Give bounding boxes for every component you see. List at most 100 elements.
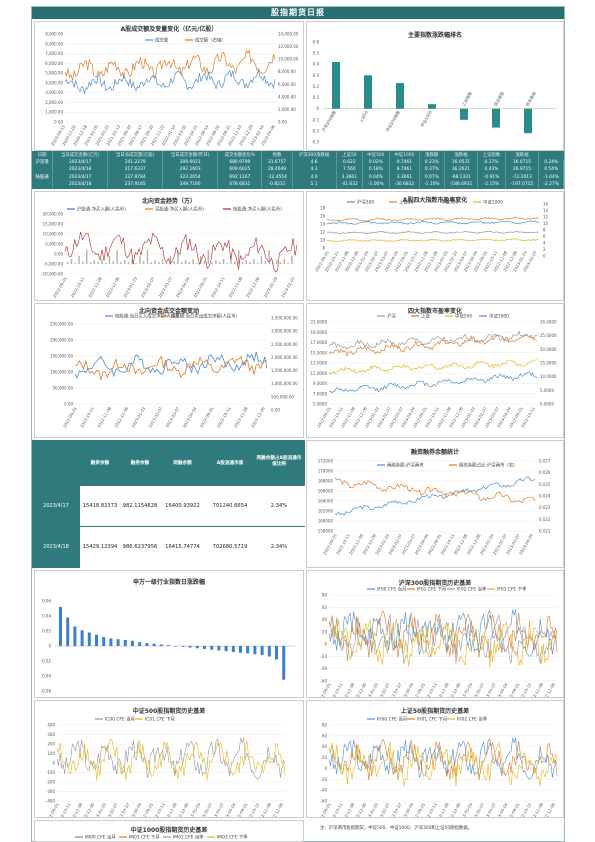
valuation-title: A股四大指数市盈率变化 bbox=[402, 197, 468, 204]
y-tick-right: 0.022 bbox=[539, 517, 551, 522]
north-bar bbox=[146, 250, 149, 264]
table-cell: 0.23% bbox=[419, 158, 445, 166]
y-tick: -60 bbox=[320, 679, 327, 684]
y-tick: 400 bbox=[47, 723, 55, 728]
rank-bar bbox=[396, 83, 404, 109]
legend-label: 深股通:净买入额(人民币) bbox=[155, 206, 204, 213]
table-cell: 0.18% bbox=[362, 166, 390, 174]
legend-label: 沪股通:净买入额(人民币) bbox=[77, 206, 126, 213]
industry-bar bbox=[102, 637, 106, 646]
table-cell: 8.7461 bbox=[389, 166, 421, 174]
category-label: 沪深300指数 bbox=[320, 109, 337, 132]
y-tick-left: 200,000.00 bbox=[50, 338, 73, 343]
table-header-cell: 涨跌幅 bbox=[505, 151, 540, 159]
table-header-cell: 日期 bbox=[32, 151, 54, 159]
table-cell: 28.4649 bbox=[261, 166, 293, 174]
north-bar bbox=[135, 263, 137, 264]
industry-bar bbox=[95, 634, 98, 646]
category-label: 中证500指数 bbox=[384, 109, 401, 132]
industry-bar bbox=[246, 646, 250, 654]
legend-label: 陆股通:净买入额(人民币) bbox=[233, 206, 282, 213]
y-tick: 0 bbox=[316, 106, 319, 111]
ih-basis-svg: 80 60 40 20 0 -20 -40 -60 IH00.CFE 当月 IH01.CFE 下月… bbox=[316, 716, 558, 817]
val-line-2 bbox=[326, 220, 540, 225]
table-row: 2023/4/18 237.9165 349.7166 678.6831 -0.8231… bbox=[32, 181, 564, 189]
margin-table: 融资余额 融券余额 两融余额 A股流通市值 两融余额占A股流通市值比例 2023… bbox=[32, 440, 305, 568]
turnover-amount-line bbox=[64, 49, 276, 81]
industry-bar bbox=[239, 646, 242, 653]
pe-line-1 bbox=[328, 330, 537, 350]
industry-bar bbox=[231, 646, 235, 652]
x-tick: 2022-10-11 bbox=[210, 276, 226, 299]
x-tick: 2022-09-01 bbox=[316, 682, 332, 698]
table-cell: 0.7461 bbox=[389, 158, 421, 166]
table-cell: 陆股通 bbox=[32, 173, 54, 181]
y-tick-right: 0.027 bbox=[539, 459, 551, 464]
pe-title: 四大指数市盈率变化 bbox=[407, 308, 462, 315]
rank-bar bbox=[364, 75, 372, 109]
y-tick-left: 10 bbox=[320, 238, 326, 243]
margin-table-header: 融资余额 融券余额 两融余额 A股流通市值 两融余额占A股流通市值比例 bbox=[80, 440, 305, 486]
y-tick-left: 9.0000 bbox=[313, 381, 327, 386]
y-tick: 200 bbox=[47, 742, 55, 747]
margin-header-3: 两融余额 bbox=[173, 461, 192, 466]
north-bar bbox=[116, 250, 118, 264]
table-cell: 0.54% bbox=[538, 166, 564, 174]
turnover-title: A股成交额及变量变化（亿元/亿股） bbox=[120, 26, 218, 33]
x-tick: 2022-12-06 bbox=[105, 276, 121, 299]
north-bar bbox=[108, 256, 111, 264]
legend-label: IH01.CFE 下月 bbox=[417, 717, 447, 723]
category-label: 创业板指 bbox=[524, 90, 537, 107]
y-tick-right: 6,000.00 bbox=[278, 82, 296, 87]
table-header-cell: 涨跌幅 bbox=[444, 151, 479, 159]
y-tick-right: 3,500,000.00 bbox=[271, 316, 298, 321]
y-tick: -0.06 bbox=[41, 689, 52, 694]
x-tick: 2023-02-07 bbox=[140, 276, 156, 299]
y-tick: 0 bbox=[324, 642, 327, 647]
y-tick-right: 1,000,000.00 bbox=[271, 381, 298, 386]
y-tick-left: 150,000.00 bbox=[50, 354, 73, 359]
y-tick: 0 bbox=[48, 644, 51, 649]
x-tick: 2023-03-07 bbox=[157, 276, 173, 299]
y-tick: 40 bbox=[322, 617, 328, 622]
y-tick-right: 2,000.00 bbox=[278, 107, 296, 112]
y-tick-left: 12 bbox=[320, 230, 326, 235]
y-tick-right: 0 bbox=[543, 254, 546, 259]
north-bar bbox=[283, 259, 285, 264]
margin-cell: 16400.93922 bbox=[165, 503, 200, 509]
y-tick-left: 1,000.00 bbox=[45, 110, 63, 115]
table-cell: 349.7166 bbox=[162, 181, 219, 189]
legend-label: IC00.CFE 当月 bbox=[105, 716, 135, 723]
y-tick-left: 5,000.00 bbox=[45, 71, 63, 76]
x-tick: 2022-10-11 bbox=[79, 406, 95, 429]
north-bar bbox=[268, 250, 270, 264]
north-bar bbox=[120, 262, 122, 264]
north-bar bbox=[86, 250, 88, 264]
y-tick: 0.04 bbox=[42, 614, 51, 619]
y-tick: 0.02 bbox=[42, 629, 51, 634]
y-tick-right: 6 bbox=[543, 234, 546, 239]
y-tick-left: 14 bbox=[320, 222, 326, 227]
y-tick-left: 8,000.00 bbox=[45, 41, 63, 46]
margin-balance-line bbox=[334, 476, 536, 516]
table-cell bbox=[32, 166, 54, 174]
table-header-cell: 当日总成交量(亿股) bbox=[107, 151, 164, 159]
y-tick: 0 bbox=[324, 766, 327, 771]
x-tick: 2022-11-08 bbox=[96, 406, 112, 429]
table-cell: 3.3661 bbox=[336, 173, 364, 181]
industry-bar bbox=[217, 646, 221, 651]
val-line-1 bbox=[327, 216, 540, 222]
y-tick-right: 4 bbox=[543, 241, 546, 246]
rank-bar bbox=[332, 62, 340, 109]
north-bar bbox=[124, 260, 126, 264]
table-cell: -72.2013 bbox=[505, 173, 540, 181]
y-tick: 60 bbox=[322, 733, 328, 738]
y-tick: -40 bbox=[320, 666, 327, 671]
y-tick-right: 25.0000 bbox=[540, 333, 557, 338]
y-tick-right: 12,000.00 bbox=[278, 44, 299, 49]
y-tick-right: 10,000.00 bbox=[278, 57, 299, 62]
y-tick-left: 15.0000 bbox=[310, 350, 327, 355]
table-cell: -68.1331 bbox=[444, 173, 479, 181]
x-tick: 2022-09-01 bbox=[199, 406, 215, 429]
margin-ratio-line bbox=[334, 477, 536, 504]
